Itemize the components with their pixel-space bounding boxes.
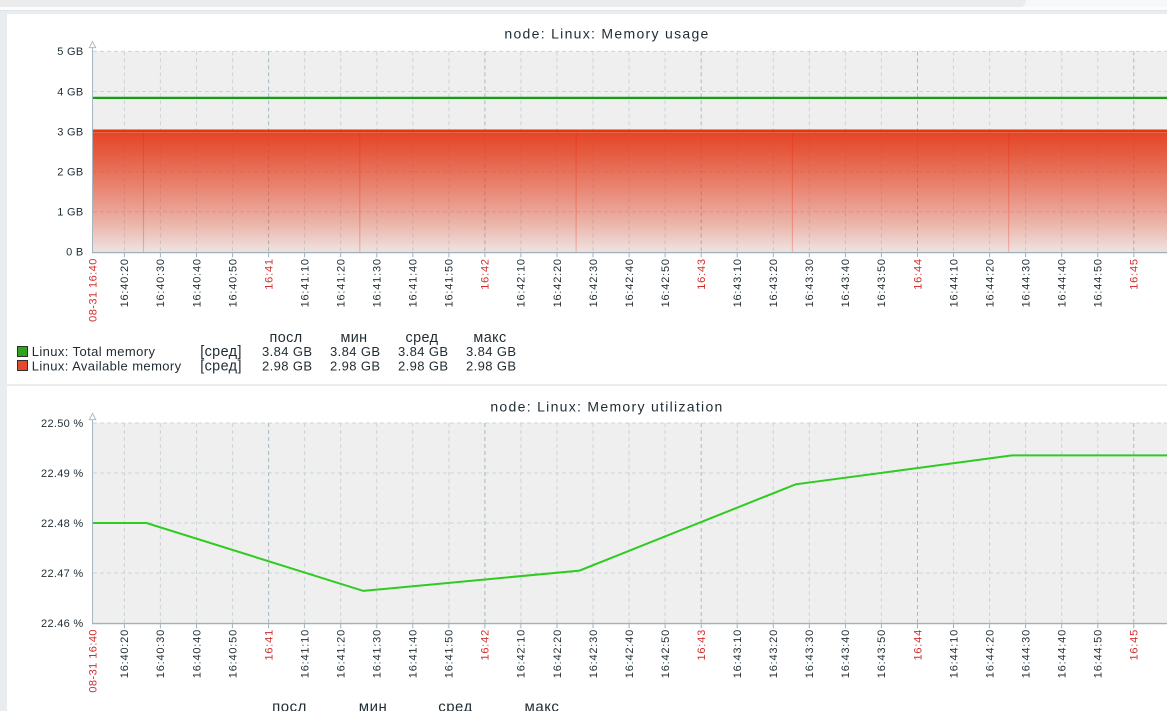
svg-text:5 GB: 5 GB	[57, 46, 83, 58]
svg-text:16:43:30: 16:43:30	[804, 258, 816, 307]
svg-text:16:41:20: 16:41:20	[336, 258, 348, 307]
svg-text:16:44:40: 16:44:40	[1057, 258, 1069, 307]
svg-text:node: Linux: Memory utilizatio: node: Linux: Memory utilization	[490, 399, 723, 415]
svg-text:2.98 GB: 2.98 GB	[330, 358, 381, 373]
svg-text:16:42:30: 16:42:30	[588, 629, 600, 678]
svg-text:16:44:50: 16:44:50	[1093, 629, 1105, 678]
svg-text:16:41:30: 16:41:30	[372, 629, 384, 678]
svg-text:16:41:30: 16:41:30	[372, 258, 384, 307]
svg-text:16:44: 16:44	[912, 629, 924, 661]
svg-text:Linux: Total memory: Linux: Total memory	[32, 344, 156, 359]
svg-text:16:45: 16:45	[1129, 629, 1141, 661]
svg-text:16:40:50: 16:40:50	[227, 629, 239, 678]
svg-text:16:40:30: 16:40:30	[155, 629, 167, 678]
svg-text:мин: мин	[359, 698, 387, 711]
svg-text:макс: макс	[473, 330, 506, 346]
svg-text:16:44:40: 16:44:40	[1057, 629, 1069, 678]
svg-text:08-31 16:40: 08-31 16:40	[87, 258, 99, 322]
svg-text:16:44:20: 16:44:20	[984, 258, 996, 307]
svg-text:22.50 %: 22.50 %	[41, 418, 83, 430]
svg-text:16:41:40: 16:41:40	[408, 258, 420, 307]
svg-text:16:42:50: 16:42:50	[660, 258, 672, 307]
svg-text:16:42:20: 16:42:20	[552, 258, 564, 307]
svg-text:22.49 %: 22.49 %	[41, 468, 83, 480]
svg-text:08-31 16:40: 08-31 16:40	[87, 629, 99, 693]
svg-text:16:43:20: 16:43:20	[768, 629, 780, 678]
svg-text:16:40:20: 16:40:20	[119, 629, 131, 678]
svg-text:16:42:50: 16:42:50	[660, 629, 672, 678]
svg-text:16:40:30: 16:40:30	[155, 258, 167, 307]
svg-text:16:41:10: 16:41:10	[299, 258, 311, 307]
svg-text:16:42:40: 16:42:40	[624, 629, 636, 678]
svg-text:16:43:10: 16:43:10	[732, 258, 744, 307]
svg-text:16:42:40: 16:42:40	[624, 258, 636, 307]
svg-text:0 B: 0 B	[66, 247, 83, 259]
svg-text:мин: мин	[340, 330, 367, 346]
svg-text:22.46 %: 22.46 %	[41, 618, 83, 630]
svg-text:3.84 GB: 3.84 GB	[466, 344, 517, 359]
svg-text:3.84 GB: 3.84 GB	[262, 344, 313, 359]
svg-text:3.84 GB: 3.84 GB	[398, 344, 449, 359]
svg-text:посл: посл	[270, 330, 303, 346]
svg-text:16:44:30: 16:44:30	[1020, 629, 1032, 678]
svg-text:16:42:10: 16:42:10	[516, 629, 528, 678]
svg-text:2.98 GB: 2.98 GB	[262, 358, 313, 373]
svg-text:22.48 %: 22.48 %	[41, 518, 83, 530]
svg-text:16:44:20: 16:44:20	[984, 629, 996, 678]
svg-text:16:42:30: 16:42:30	[588, 258, 600, 307]
svg-text:16:40:20: 16:40:20	[119, 258, 131, 307]
svg-text:2.98 GB: 2.98 GB	[398, 358, 449, 373]
svg-text:16:43:50: 16:43:50	[876, 258, 888, 307]
svg-text:16:44: 16:44	[912, 258, 924, 290]
svg-text:16:43:10: 16:43:10	[732, 629, 744, 678]
svg-text:макс: макс	[525, 698, 560, 711]
svg-text:16:43: 16:43	[696, 629, 708, 661]
svg-text:16:43:50: 16:43:50	[876, 629, 888, 678]
svg-text:[сред]: [сред]	[200, 344, 242, 360]
svg-text:16:43:30: 16:43:30	[804, 629, 816, 678]
svg-text:16:42:20: 16:42:20	[552, 629, 564, 678]
svg-text:16:43:20: 16:43:20	[768, 258, 780, 307]
svg-text:node: Linux: Memory usage: node: Linux: Memory usage	[504, 26, 709, 42]
svg-text:16:44:10: 16:44:10	[948, 258, 960, 307]
svg-text:16:43:40: 16:43:40	[840, 629, 852, 678]
svg-text:16:41: 16:41	[263, 629, 275, 661]
svg-text:3.84 GB: 3.84 GB	[330, 344, 381, 359]
svg-text:16:44:10: 16:44:10	[948, 629, 960, 678]
svg-text:16:42: 16:42	[480, 629, 492, 661]
svg-text:16:43: 16:43	[696, 258, 708, 290]
svg-text:4 GB: 4 GB	[57, 86, 83, 98]
svg-text:сред: сред	[438, 698, 473, 711]
svg-text:16:41:10: 16:41:10	[299, 629, 311, 678]
svg-text:16:41:40: 16:41:40	[408, 629, 420, 678]
svg-text:16:43:40: 16:43:40	[840, 258, 852, 307]
svg-text:22.47 %: 22.47 %	[41, 568, 83, 580]
svg-text:1 GB: 1 GB	[57, 207, 83, 219]
svg-text:16:41: 16:41	[263, 258, 275, 290]
svg-text:16:44:50: 16:44:50	[1093, 258, 1105, 307]
svg-text:посл: посл	[272, 698, 307, 711]
svg-text:16:41:50: 16:41:50	[444, 258, 456, 307]
svg-text:3 GB: 3 GB	[57, 126, 83, 138]
svg-text:2.98 GB: 2.98 GB	[466, 358, 517, 373]
svg-text:16:42:10: 16:42:10	[516, 258, 528, 307]
svg-text:16:45: 16:45	[1129, 258, 1141, 290]
svg-text:16:41:20: 16:41:20	[336, 629, 348, 678]
svg-text:2 GB: 2 GB	[57, 166, 83, 178]
svg-text:16:40:50: 16:40:50	[227, 258, 239, 307]
svg-text:16:44:30: 16:44:30	[1020, 258, 1032, 307]
svg-text:Linux: Available memory: Linux: Available memory	[32, 358, 182, 373]
svg-text:сред: сред	[406, 330, 439, 346]
svg-text:16:42: 16:42	[480, 258, 492, 290]
svg-text:16:40:40: 16:40:40	[191, 258, 203, 307]
svg-text:16:40:40: 16:40:40	[191, 629, 203, 678]
svg-text:16:41:50: 16:41:50	[444, 629, 456, 678]
svg-text:[сред]: [сред]	[200, 359, 242, 375]
